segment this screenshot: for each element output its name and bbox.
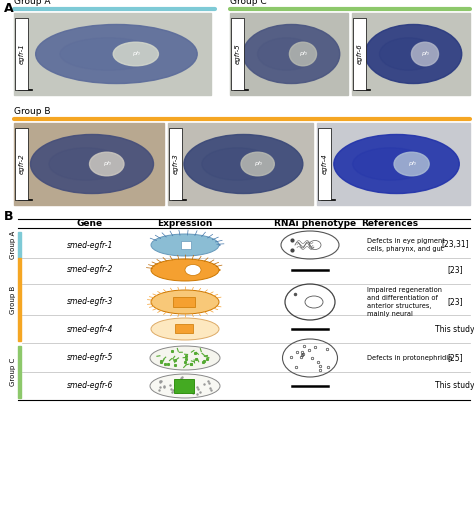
Ellipse shape bbox=[241, 152, 274, 176]
Text: smed-egfr-6: smed-egfr-6 bbox=[67, 381, 113, 391]
Text: smed-egfr-5: smed-egfr-5 bbox=[67, 353, 113, 362]
Bar bbox=[14, 123, 164, 205]
Ellipse shape bbox=[243, 25, 340, 83]
Ellipse shape bbox=[49, 148, 123, 180]
Ellipse shape bbox=[90, 152, 124, 176]
Text: ph: ph bbox=[254, 161, 262, 166]
Text: Group C: Group C bbox=[10, 358, 16, 386]
Bar bbox=[18, 258, 21, 341]
Ellipse shape bbox=[60, 38, 157, 70]
Text: smed-egfr-3: smed-egfr-3 bbox=[67, 297, 113, 307]
Ellipse shape bbox=[365, 25, 462, 83]
Text: RNAi phenotype: RNAi phenotype bbox=[274, 219, 356, 228]
Bar bbox=[15, 128, 28, 200]
Bar bbox=[18, 232, 21, 258]
Bar bbox=[168, 123, 313, 205]
Ellipse shape bbox=[184, 135, 303, 194]
Text: ph: ph bbox=[408, 161, 416, 166]
Text: Group A: Group A bbox=[10, 231, 16, 259]
Bar bbox=[230, 13, 348, 95]
Ellipse shape bbox=[30, 135, 154, 194]
Bar bbox=[175, 324, 193, 333]
Ellipse shape bbox=[151, 259, 219, 281]
Text: This study: This study bbox=[435, 325, 474, 333]
Ellipse shape bbox=[202, 148, 273, 180]
Text: egfr-6: egfr-6 bbox=[356, 44, 363, 65]
Ellipse shape bbox=[151, 290, 219, 314]
Text: [25]: [25] bbox=[447, 353, 463, 362]
Text: Impaired regeneration
and differentiation of
anterior structures,
mainly neural: Impaired regeneration and differentiatio… bbox=[367, 287, 442, 316]
Text: ph: ph bbox=[132, 52, 140, 56]
Text: [23]: [23] bbox=[447, 266, 463, 274]
Text: A: A bbox=[4, 2, 14, 15]
Text: smed-egfr-1: smed-egfr-1 bbox=[67, 241, 113, 249]
Ellipse shape bbox=[380, 38, 438, 70]
Text: egfr-3: egfr-3 bbox=[173, 154, 179, 175]
Text: egfr-4: egfr-4 bbox=[321, 154, 328, 175]
Ellipse shape bbox=[150, 374, 220, 398]
Text: ph: ph bbox=[103, 161, 111, 166]
Ellipse shape bbox=[353, 148, 428, 180]
Text: This study: This study bbox=[435, 381, 474, 391]
Text: B: B bbox=[4, 210, 13, 223]
Text: egfr-1: egfr-1 bbox=[18, 44, 25, 65]
Ellipse shape bbox=[290, 42, 317, 66]
Ellipse shape bbox=[185, 265, 201, 275]
Bar bbox=[173, 297, 195, 307]
Text: [23,31]: [23,31] bbox=[441, 241, 469, 249]
Text: Group C: Group C bbox=[230, 0, 266, 6]
Ellipse shape bbox=[36, 25, 197, 83]
Text: Gene: Gene bbox=[77, 219, 103, 228]
Bar bbox=[352, 13, 470, 95]
Ellipse shape bbox=[151, 318, 219, 340]
Bar bbox=[353, 18, 366, 90]
Ellipse shape bbox=[257, 38, 316, 70]
Ellipse shape bbox=[394, 152, 429, 176]
Text: [23]: [23] bbox=[447, 297, 463, 307]
Bar bbox=[18, 346, 21, 398]
Text: smed-egfr-2: smed-egfr-2 bbox=[67, 266, 113, 274]
Bar bbox=[318, 128, 331, 200]
Text: egfr-5: egfr-5 bbox=[235, 44, 240, 65]
Ellipse shape bbox=[151, 234, 219, 256]
Text: References: References bbox=[362, 219, 419, 228]
Text: smed-egfr-4: smed-egfr-4 bbox=[67, 325, 113, 333]
Bar bbox=[231, 18, 244, 90]
Bar bbox=[174, 379, 194, 393]
Bar bbox=[317, 123, 470, 205]
Ellipse shape bbox=[334, 135, 459, 194]
Text: egfr-2: egfr-2 bbox=[18, 154, 25, 175]
Text: Group B: Group B bbox=[10, 285, 16, 314]
Text: Group A: Group A bbox=[14, 0, 51, 6]
Text: ph: ph bbox=[299, 52, 307, 56]
Ellipse shape bbox=[150, 346, 220, 370]
Text: Expression: Expression bbox=[157, 219, 213, 228]
Text: Group B: Group B bbox=[14, 107, 51, 116]
Bar bbox=[14, 13, 211, 95]
Text: ph: ph bbox=[421, 52, 429, 56]
Text: Defects in protonephridia: Defects in protonephridia bbox=[367, 355, 452, 361]
Bar bbox=[169, 128, 182, 200]
Bar bbox=[181, 241, 191, 249]
Ellipse shape bbox=[411, 42, 438, 66]
Bar bbox=[15, 18, 28, 90]
Text: Defects in eye pigment
cells, pharynx, and gut: Defects in eye pigment cells, pharynx, a… bbox=[367, 238, 445, 252]
Ellipse shape bbox=[113, 42, 158, 66]
